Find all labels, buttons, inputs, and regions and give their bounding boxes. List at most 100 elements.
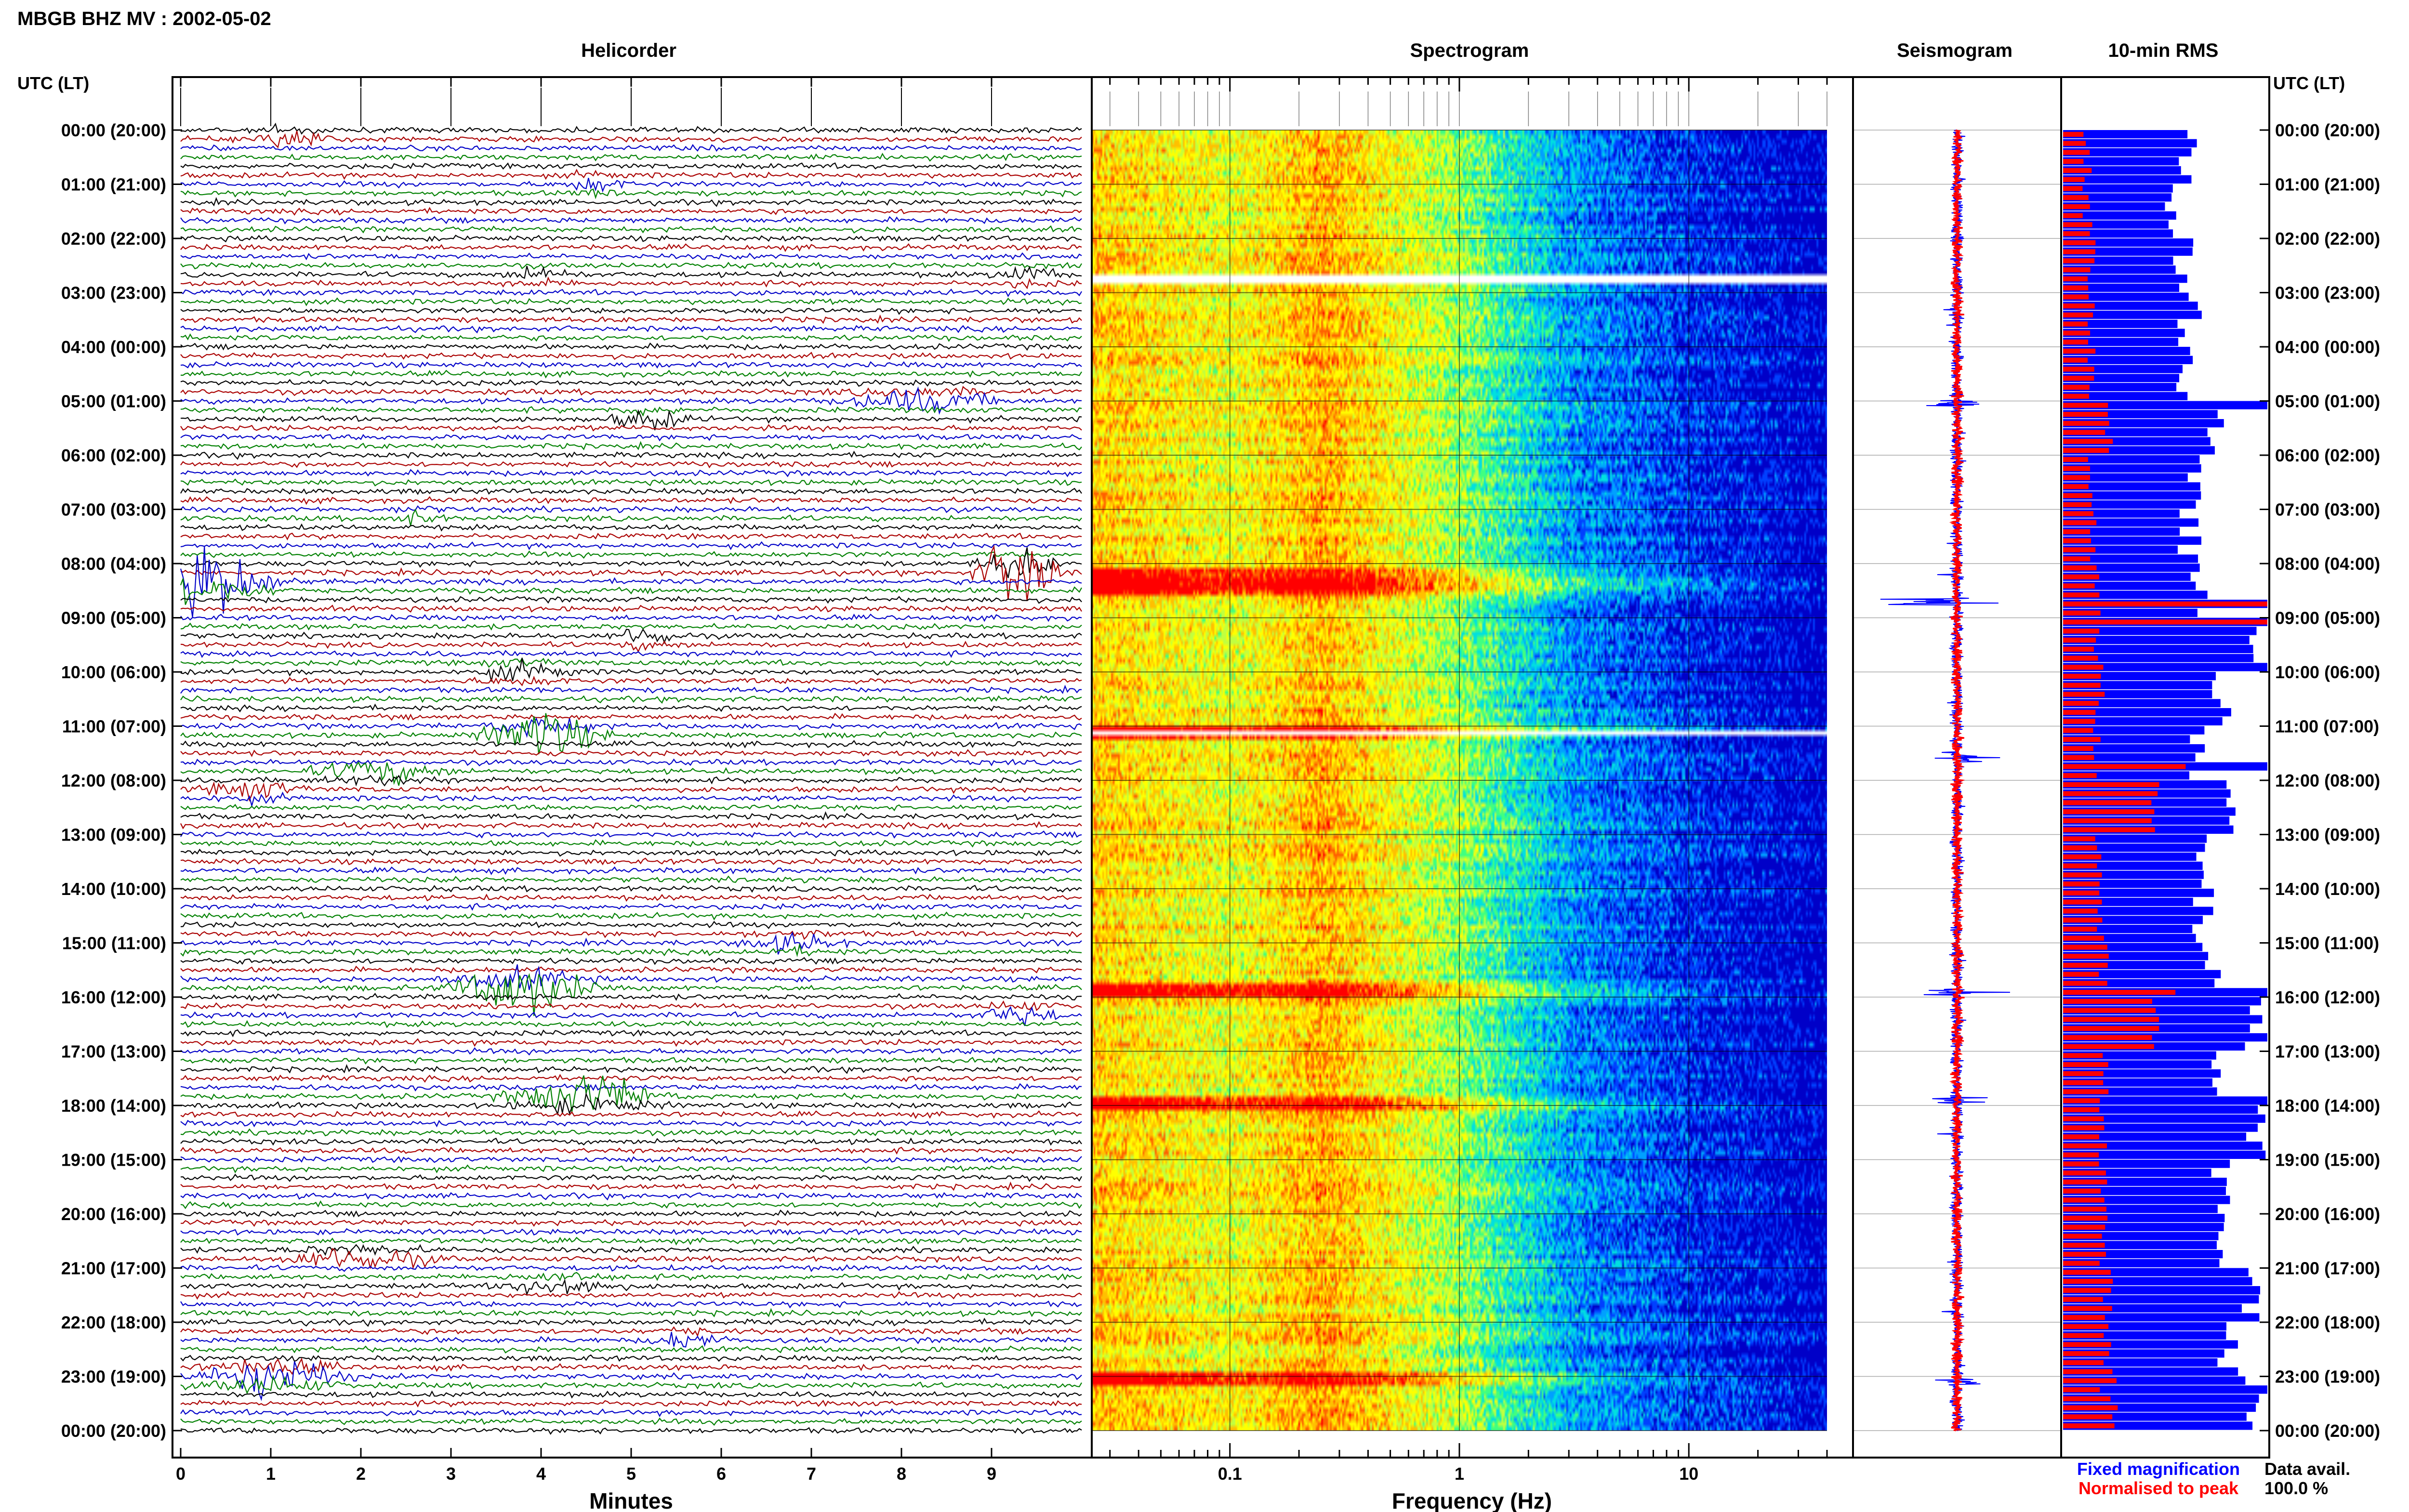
left-ytick-label: 11:00 (07:00) [62, 717, 166, 736]
helicorder-trace [180, 622, 1082, 631]
rms-bar-normalised [2063, 1414, 2113, 1420]
helicorder-xtick-label: 8 [897, 1464, 906, 1484]
helicorder-trace [180, 153, 1082, 162]
left-ytick-label: 06:00 (02:00) [61, 446, 166, 465]
helicorder-trace [180, 197, 1082, 207]
helicorder-trace [180, 1236, 1082, 1246]
spectrogram-xtick-label: 0.1 [1218, 1464, 1242, 1484]
right-ytick-label: 15:00 (11:00) [2275, 933, 2379, 953]
rms-bar-fixed [2063, 464, 2201, 473]
rms-bar-fixed [2063, 834, 2207, 843]
rms-bar-normalised [2063, 656, 2098, 661]
helicorder-trace [180, 595, 1082, 604]
rms-bar-normalised [2063, 601, 2267, 607]
rms-bar-fixed [2063, 455, 2200, 464]
rms-bar-normalised [2063, 475, 2090, 480]
helicorder-trace [180, 1146, 1082, 1155]
rms-panel [2060, 76, 2270, 1459]
rms-bar-fixed [2063, 311, 2202, 319]
rms-bar-fixed [2063, 1259, 2220, 1267]
rms-bar-normalised [2063, 836, 2095, 841]
rms-bar-normalised [2063, 773, 2097, 778]
helicorder-trace [180, 505, 1082, 514]
rms-bar-normalised [2063, 1251, 2106, 1257]
rms-bar-normalised [2063, 231, 2090, 237]
helicorder-trace [180, 1038, 1082, 1047]
rms-bar-normalised [2063, 1306, 2112, 1311]
helicorder-trace [180, 1278, 1082, 1296]
rms-bar-normalised [2063, 1405, 2118, 1410]
rms-bar-normalised [2063, 294, 2089, 300]
helicorder-trace [180, 857, 1082, 866]
rms-bar-normalised [2063, 945, 2107, 950]
rms-bar-fixed [2063, 554, 2198, 563]
rms-bar-normalised [2063, 1297, 2103, 1302]
helicorder-trace [180, 717, 1082, 738]
helicorder-trace [180, 1020, 1082, 1028]
rms-bar-normalised [2063, 1288, 2111, 1293]
helicorder-trace [180, 496, 1082, 505]
helicorder-trace [180, 487, 1082, 495]
rms-bar-normalised [2063, 493, 2092, 499]
rms-bar-normalised [2063, 1324, 2109, 1329]
left-ytick-label: 22:00 (18:00) [61, 1313, 166, 1332]
helicorder-trace [180, 547, 1082, 579]
rms-bar-fixed [2063, 744, 2205, 753]
rms-bar-fixed [2063, 491, 2201, 500]
rms-bar-normalised [2063, 367, 2094, 372]
helicorder-trace [180, 993, 1082, 1002]
helicorder-trace [180, 911, 1082, 920]
helicorder-trace [180, 875, 1082, 884]
right-ytick-label: 05:00 (01:00) [2275, 392, 2380, 411]
right-ytick-label: 02:00 (22:00) [2275, 229, 2380, 249]
helicorder-trace [180, 546, 1082, 618]
helicorder-trace [180, 964, 1082, 990]
helicorder-trace [180, 1128, 1082, 1137]
helicorder-trace [180, 469, 1082, 477]
helicorder-trace [180, 848, 1082, 857]
rms-bar-fixed [2063, 355, 2193, 364]
rms-bar-normalised [2063, 484, 2089, 489]
rms-bar-normalised [2063, 918, 2103, 923]
rms-bar-normalised [2063, 692, 2105, 697]
helicorder-trace [180, 943, 1082, 958]
helicorder-xtick-label: 9 [987, 1464, 996, 1484]
right-ytick-label: 01:00 (21:00) [2275, 175, 2380, 195]
helicorder-trace [180, 1374, 1082, 1394]
helicorder-trace [180, 450, 1082, 460]
rms-bar-normalised [2063, 448, 2109, 453]
rms-bar-normalised [2063, 1315, 2105, 1320]
rms-bar-normalised [2063, 583, 2095, 589]
right-ytick-label: 09:00 (05:00) [2275, 608, 2380, 628]
helicorder-trace [180, 1308, 1082, 1317]
rms-bar-fixed [2063, 1313, 2260, 1322]
helicorder-trace [180, 550, 1082, 559]
rms-bar-normalised [2063, 403, 2108, 408]
rms-bar-normalised [2063, 186, 2083, 191]
rms-title: 10-min RMS [2108, 40, 2219, 61]
helicorder-trace [180, 903, 1082, 911]
rms-bar-normalised [2063, 1143, 2107, 1149]
rms-bar-normalised [2063, 1261, 2100, 1266]
helicorder-trace [180, 207, 1082, 216]
right-ytick-label: 23:00 (19:00) [2275, 1367, 2380, 1387]
helicorder-trace [180, 957, 1082, 965]
rms-bar-normalised [2063, 728, 2093, 733]
rms-bar-normalised [2063, 547, 2096, 552]
helicorder-trace [180, 781, 1082, 802]
helicorder-trace [180, 884, 1082, 893]
rms-bar-fixed [2063, 292, 2189, 301]
helicorder-trace [180, 1119, 1082, 1128]
rms-bar-fixed [2063, 1142, 2263, 1150]
rms-bar-normalised [2063, 854, 2102, 860]
rms-bar-normalised [2063, 1279, 2113, 1284]
rms-bar-normalised [2063, 1170, 2106, 1176]
rms-bar-normalised [2063, 1342, 2111, 1347]
left-ytick-label: 01:00 (21:00) [61, 175, 166, 195]
rms-bar-normalised [2063, 538, 2091, 543]
rms-bar-normalised [2063, 610, 2101, 616]
right-ytick-label: 22:00 (18:00) [2275, 1313, 2380, 1332]
rms-bar-fixed [2063, 1295, 2259, 1303]
rms-bar-normalised [2063, 1098, 2100, 1104]
rms-bar-fixed [2063, 1123, 2258, 1132]
